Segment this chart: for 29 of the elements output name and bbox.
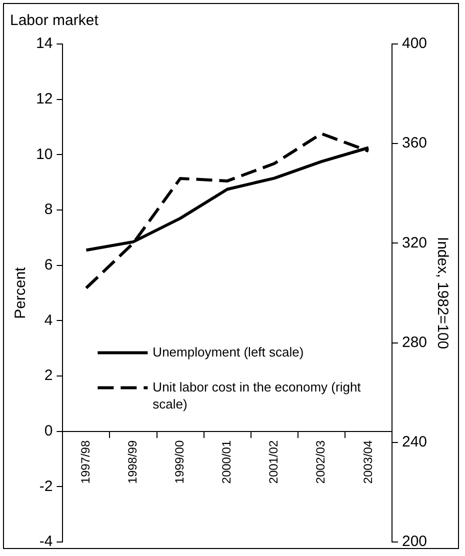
y-tick-label: 0 [44,422,53,440]
y2-tick-label: 320 [402,234,428,252]
y-tick-label: -2 [39,478,53,495]
y2-tick-label: 280 [402,334,428,351]
x-tick-label: 1999/00 [172,440,187,484]
y2-tick-label: 240 [402,434,428,451]
y-tick-label: 8 [44,201,53,218]
y2-axis-title: Index, 1982=100 [434,236,451,350]
y-tick-label: 4 [44,312,53,329]
x-tick-label: 2000/01 [220,440,234,484]
x-tick-label: 2003/04 [360,440,375,484]
x-tick-label: 2002/03 [314,440,328,484]
y-tick-label: 10 [36,146,53,163]
y-tick-label: 6 [44,256,53,274]
chart-title: Labor market [10,12,100,30]
x-tick-label: 1997/98 [78,440,93,484]
x-tick-label: 2001/02 [266,440,281,484]
y-tick-label: -4 [39,533,53,550]
y-tick-label: 2 [44,367,53,384]
y-tick-label: 14 [36,35,53,52]
y2-tick-label: 400 [402,35,428,52]
y2-tick-label: 360 [402,134,428,152]
line-series [84,132,370,290]
legend-label: Unit labor cost in the economy (right scale) [152,379,362,412]
y2-tick-label: 200 [402,533,428,550]
y-axis-title: Percent [12,266,30,319]
legend-label: Unemployment (left scale) [152,344,304,360]
y-tick-label: 12 [36,90,53,108]
x-tick-label: 1998/99 [126,440,140,484]
